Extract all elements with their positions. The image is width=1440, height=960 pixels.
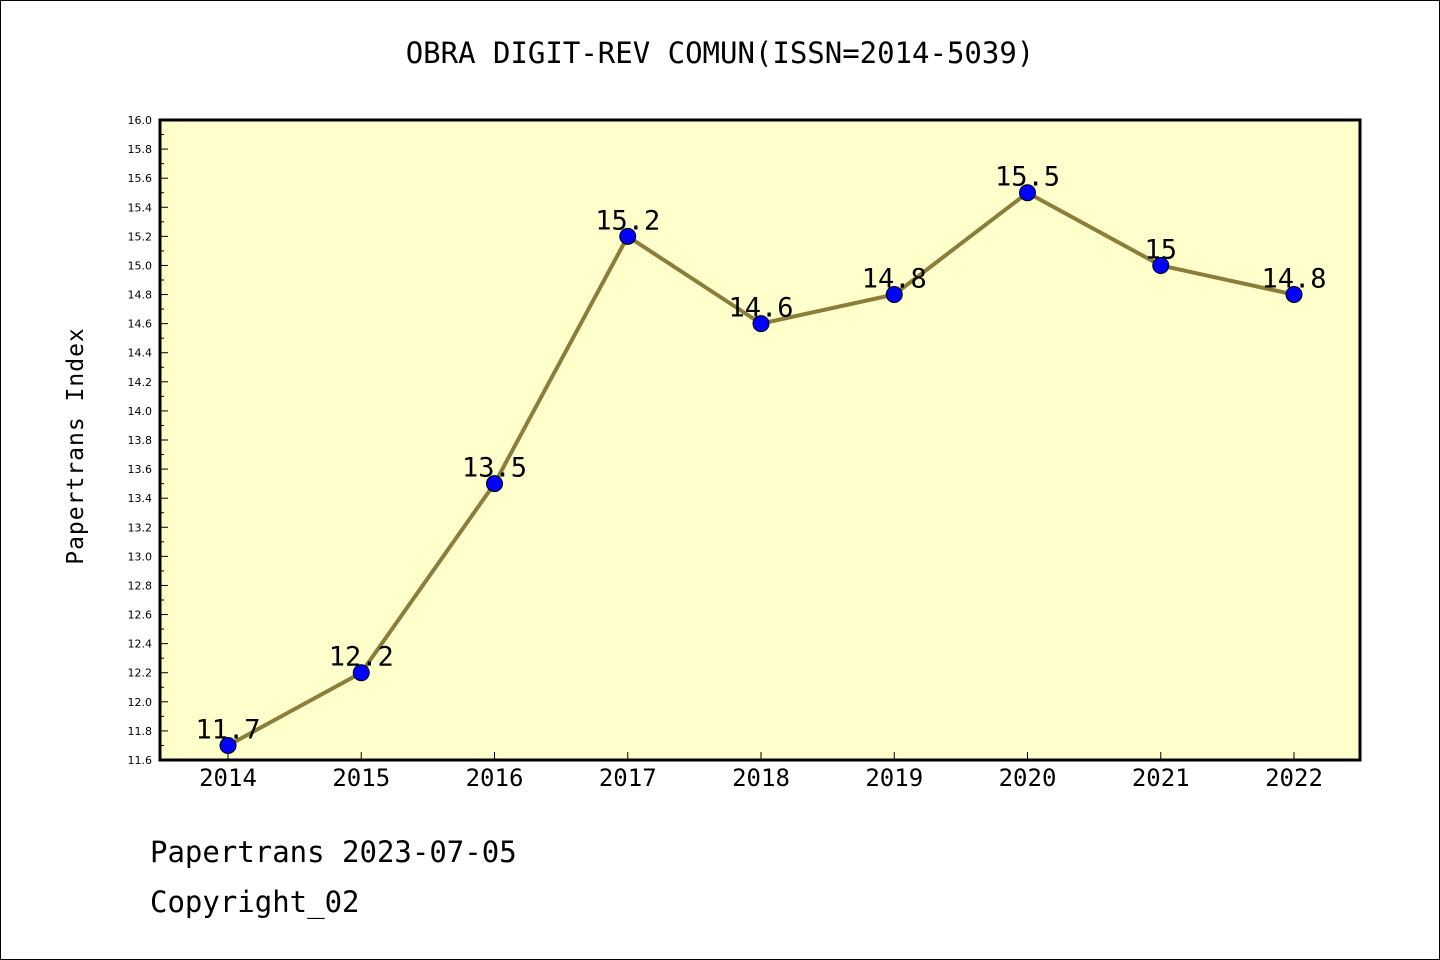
y-tick-label: 15.6 [128, 172, 153, 185]
x-tick-label: 2016 [466, 764, 524, 792]
y-tick-label: 15.2 [128, 230, 153, 243]
data-labels: 11.7 12.2 13.5 15.2 14.6 14.8 15.5 15 14.8 [195, 162, 1326, 746]
y-tick-label: 12.8 [128, 579, 153, 592]
footer-date: Papertrans 2023-07-05 [150, 835, 517, 869]
y-tick-label: 13.8 [128, 434, 153, 447]
y-tick-label: 15.4 [128, 201, 153, 214]
y-tick-label: 14.2 [128, 376, 153, 389]
data-points [219, 184, 1303, 754]
x-tick-label: 2022 [1265, 764, 1323, 792]
x-axis: 2014 2015 2016 2017 2018 2019 2020 2021 2022 [199, 752, 1323, 792]
x-tick-label: 2017 [599, 764, 657, 792]
data-point [352, 664, 370, 682]
x-tick-label: 2019 [865, 764, 923, 792]
y-tick-label: 11.6 [128, 754, 153, 767]
y-tick-label: 13.4 [128, 492, 153, 505]
y-tick-label: 14.6 [128, 318, 153, 331]
y-tick-label: 16.0 [128, 114, 153, 127]
x-tick-label: 2021 [1132, 764, 1190, 792]
y-tick-label: 12.0 [128, 696, 153, 709]
data-label: 15 [1144, 234, 1177, 265]
y-tick-label: 12.4 [128, 638, 153, 651]
data-point [885, 286, 903, 304]
data-point [1152, 256, 1170, 274]
data-point [486, 475, 503, 493]
y-tick-label: 12.2 [128, 667, 153, 680]
x-tick-label: 2020 [999, 764, 1057, 792]
plot-area [160, 120, 1360, 760]
data-point [752, 315, 770, 333]
y-tick-label: 14.0 [128, 405, 153, 418]
y-tick-label: 15.0 [128, 259, 153, 272]
x-tick-label: 2014 [199, 764, 257, 792]
data-point [1019, 184, 1036, 202]
data-point [1285, 286, 1303, 304]
chart-title: OBRA DIGIT-REV COMUN(ISSN=2014-5039) [405, 36, 1035, 70]
y-tick-label: 13.0 [128, 550, 153, 563]
data-point [619, 227, 637, 245]
data-label: 14.8 [1261, 264, 1326, 295]
data-label: 15.5 [995, 162, 1060, 193]
y-tick-label: 13.6 [128, 463, 153, 476]
plot-border [158, 118, 1362, 762]
data-label: 14.6 [728, 293, 793, 324]
y-tick-label: 12.6 [128, 609, 153, 622]
data-label: 15.2 [595, 205, 660, 236]
y-tick-label: 15.8 [128, 143, 153, 156]
data-label: 11.7 [195, 714, 260, 745]
y-tick-label: 14.4 [128, 347, 153, 360]
data-label: 14.8 [862, 264, 927, 295]
data-point [219, 736, 237, 754]
x-tick-label: 2018 [732, 764, 790, 792]
y-axis: 11.6 11.8 12.0 12.2 12.4 12.6 12.8 13.0 13.2 13.4… [128, 114, 168, 767]
data-label: 13.5 [462, 453, 527, 484]
y-tick-label: 14.8 [128, 289, 153, 302]
x-tick-label: 2015 [332, 764, 390, 792]
y-tick-label: 13.2 [128, 521, 153, 534]
data-label: 12.2 [329, 642, 394, 673]
y-tick-label: 11.8 [128, 725, 153, 738]
footer-copyright: Copyright_02 [150, 885, 360, 919]
